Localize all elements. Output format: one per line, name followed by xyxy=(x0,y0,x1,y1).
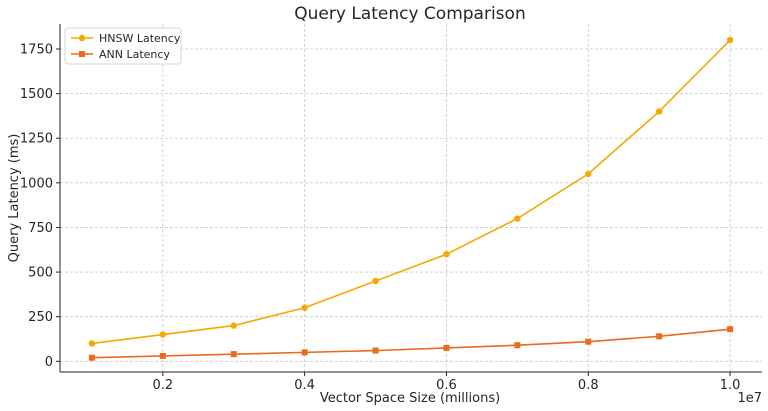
x-axis-label: Vector Space Size (millions) xyxy=(320,391,500,406)
data-point xyxy=(372,347,379,354)
y-tick-label: 500 xyxy=(28,266,53,281)
x-tick-label: 0.6 xyxy=(436,378,457,393)
x-tick-label: 0.8 xyxy=(578,378,599,393)
series-line-2 xyxy=(91,328,731,359)
legend-label: HNSW Latency xyxy=(99,32,181,45)
data-point xyxy=(726,36,734,44)
data-point xyxy=(585,170,592,178)
data-point xyxy=(372,277,379,285)
legend-marker xyxy=(79,51,85,57)
data-point xyxy=(230,351,237,358)
chart-title: Query Latency Comparison xyxy=(294,4,525,24)
data-point xyxy=(159,331,167,338)
y-axis-label: Query Latency (ms) xyxy=(7,134,22,263)
data-point xyxy=(88,340,96,347)
data-point xyxy=(301,304,308,311)
x-tick-label: 0.4 xyxy=(294,378,315,393)
y-tick-label: 250 xyxy=(28,310,53,325)
data-point xyxy=(656,333,663,340)
x-axis-offset-text: 1e7 xyxy=(737,391,762,406)
legend-label: ANN Latency xyxy=(99,48,170,61)
data-point xyxy=(443,251,450,258)
legend: HNSW Latency ANN Latency xyxy=(64,27,182,65)
data-point xyxy=(88,354,95,361)
data-point xyxy=(585,338,592,345)
data-point xyxy=(655,108,663,115)
x-ticks: 0.2 0.4 0.6 0.8 1.0 xyxy=(152,372,740,393)
y-tick-label: 1250 xyxy=(20,132,53,147)
x-tick-label: 1.0 xyxy=(720,378,741,393)
y-tick-label: 0 xyxy=(45,355,53,370)
grid xyxy=(60,24,762,372)
data-point xyxy=(301,349,308,356)
data-point xyxy=(159,352,166,359)
y-tick-label: 1000 xyxy=(20,176,53,191)
legend-box xyxy=(64,27,182,65)
series-layer xyxy=(88,36,734,361)
legend-marker xyxy=(78,34,86,42)
y-tick-label: 750 xyxy=(28,221,53,236)
data-point xyxy=(443,344,450,351)
y-tick-label: 1750 xyxy=(20,42,53,57)
y-ticks: 0 250 500 750 1000 1250 1500 1750 xyxy=(20,42,60,370)
data-point xyxy=(727,326,734,333)
data-point xyxy=(514,215,521,222)
data-point xyxy=(230,322,237,329)
y-tick-label: 1500 xyxy=(20,87,53,102)
data-point xyxy=(514,342,521,349)
axes xyxy=(59,24,762,373)
x-tick-label: 0.2 xyxy=(152,378,173,393)
series-line-1 xyxy=(91,39,731,345)
